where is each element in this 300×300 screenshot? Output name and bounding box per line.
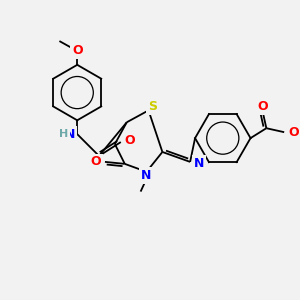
Text: N: N — [194, 158, 205, 170]
Text: S: S — [148, 100, 157, 113]
Text: O: O — [90, 155, 101, 168]
Text: H: H — [59, 129, 68, 139]
Text: N: N — [65, 128, 76, 141]
Text: O: O — [72, 44, 83, 58]
Text: N: N — [141, 169, 152, 182]
Text: O: O — [257, 100, 268, 113]
Text: O: O — [288, 126, 299, 139]
Text: O: O — [125, 134, 135, 147]
